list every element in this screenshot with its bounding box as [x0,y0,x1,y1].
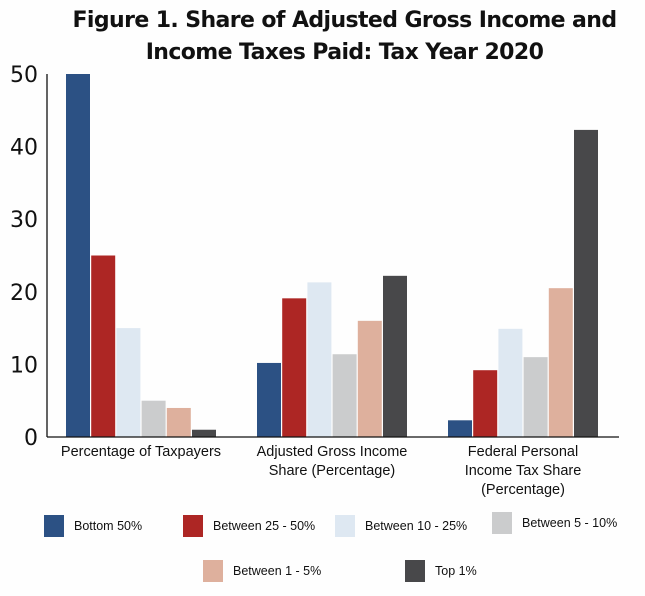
legend-item: Between 1 - 5% [203,560,321,582]
legend-swatch [405,560,425,582]
bar-between-10-25 [307,282,332,437]
bar-bottom-50 [66,74,90,437]
bar-between-10-25 [116,328,141,437]
bar-bottom-50 [448,420,472,437]
bar-between-5-10 [523,357,548,437]
category-label: Income Tax Share [465,463,582,479]
y-tick-label: 50 [10,63,38,88]
legend-swatch [44,515,64,537]
y-tick-label: 30 [10,208,38,233]
legend-label: Between 1 - 5% [233,564,322,578]
chart-title-line-1: Figure 1. Share of Adjusted Gross Income… [72,8,617,33]
category-label: Share (Percentage) [269,463,396,479]
bar-between-1-5 [357,320,382,437]
legend-swatch [335,515,355,537]
legend-item: Top 1% [405,560,477,582]
bar-between-1-5 [548,288,573,437]
bar-between-25-50 [473,370,498,437]
legend-item: Between 25 - 50% [183,515,315,537]
y-tick-label: 40 [10,136,38,161]
legend-item: Between 5 - 10% [492,512,617,534]
y-tick-label: 20 [10,281,38,306]
y-tick-label: 0 [24,426,38,451]
category-label: Percentage of Taxpayers [61,444,221,460]
bar-between-5-10 [141,400,166,437]
legend-swatch [183,515,203,537]
y-tick-label: 10 [10,353,38,378]
legend-label: Top 1% [435,564,477,578]
bar-top-1 [192,429,216,437]
bar-between-25-50 [91,255,116,437]
category-label: (Percentage) [481,482,565,498]
legend-label: Between 25 - 50% [213,519,316,533]
bar-between-5-10 [332,354,357,437]
bar-chart: 0 10 20 30 40 50 Percentage of Taxpayers Adjust… [10,63,619,498]
legend-swatch [203,560,223,582]
legend-label: Between 10 - 25% [365,519,468,533]
bar-top-1 [574,129,598,438]
bar-between-1-5 [166,407,191,437]
bar-top-1 [383,275,407,437]
legend-item: Between 10 - 25% [335,515,467,537]
legend-swatch [492,512,512,534]
legend-label: Between 5 - 10% [522,516,618,530]
category-label: Federal Personal [468,444,578,460]
bar-between-25-50 [282,298,307,437]
category-label: Adjusted Gross Income [257,444,408,460]
chart-title-line-2: Income Taxes Paid: Tax Year 2020 [145,40,544,65]
bar-between-10-25 [498,328,523,437]
legend-label: Bottom 50% [74,519,143,533]
bar-bottom-50 [257,362,281,437]
legend-item: Bottom 50% [44,515,142,537]
